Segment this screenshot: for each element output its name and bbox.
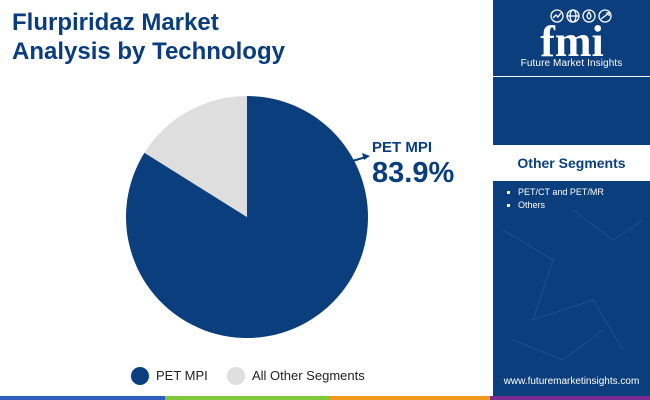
chart-title: Flurpiridaz Market Analysis by Technolog… xyxy=(12,8,482,66)
pie-slice-pet-mpi xyxy=(126,96,369,338)
droplet-icon xyxy=(582,9,596,23)
logo-caption: Future Market Insights xyxy=(520,58,623,69)
footer-stripe-2 xyxy=(165,396,330,400)
segment-item: Others xyxy=(507,199,604,212)
pie-slice-all-other-segments xyxy=(144,96,247,217)
segments-list: PET/CT and PET/MR Others xyxy=(507,186,604,212)
pie-chart xyxy=(126,96,370,338)
fmi-logo: fmi xyxy=(540,9,612,66)
sidebar-texture xyxy=(502,209,644,361)
pie-slices xyxy=(126,96,369,338)
legend-swatch-all-other-segments xyxy=(227,367,245,385)
footer-stripe-1 xyxy=(0,396,165,400)
footer-stripe-4 xyxy=(490,396,650,400)
logo-divider xyxy=(493,76,650,77)
callout-label: PET MPI xyxy=(372,139,433,156)
segments-heading: Other Segments xyxy=(517,155,626,171)
sidebar: fmi Future Market Insights Other Segment… xyxy=(493,0,650,400)
chart-icon-line xyxy=(552,12,562,19)
segments-band xyxy=(493,145,650,181)
segment-item: PET/CT and PET/MR xyxy=(507,186,604,199)
chart-title-line-2: Analysis by Technology xyxy=(12,38,285,65)
bullet-icon xyxy=(507,191,510,194)
arrows-icon xyxy=(598,9,612,23)
legend-label-all-other-segments: All Other Segments xyxy=(252,368,365,383)
callout-arrow xyxy=(348,153,370,163)
chart-icon xyxy=(550,9,564,23)
legend-label-pet-mpi: PET MPI xyxy=(156,368,208,383)
segment-item-label: Others xyxy=(518,200,546,210)
callout-value: 83.9% xyxy=(372,157,455,189)
bullet-icon xyxy=(507,204,510,207)
chart-title-line-1: Flurpiridaz Market xyxy=(12,9,219,36)
footer-stripe-3 xyxy=(330,396,490,400)
logo-text: fmi xyxy=(540,17,604,66)
website-link[interactable]: www.futuremarketinsights.com xyxy=(503,376,640,387)
segment-item-label: PET/CT and PET/MR xyxy=(518,187,604,197)
legend-swatch-pet-mpi xyxy=(131,367,149,385)
